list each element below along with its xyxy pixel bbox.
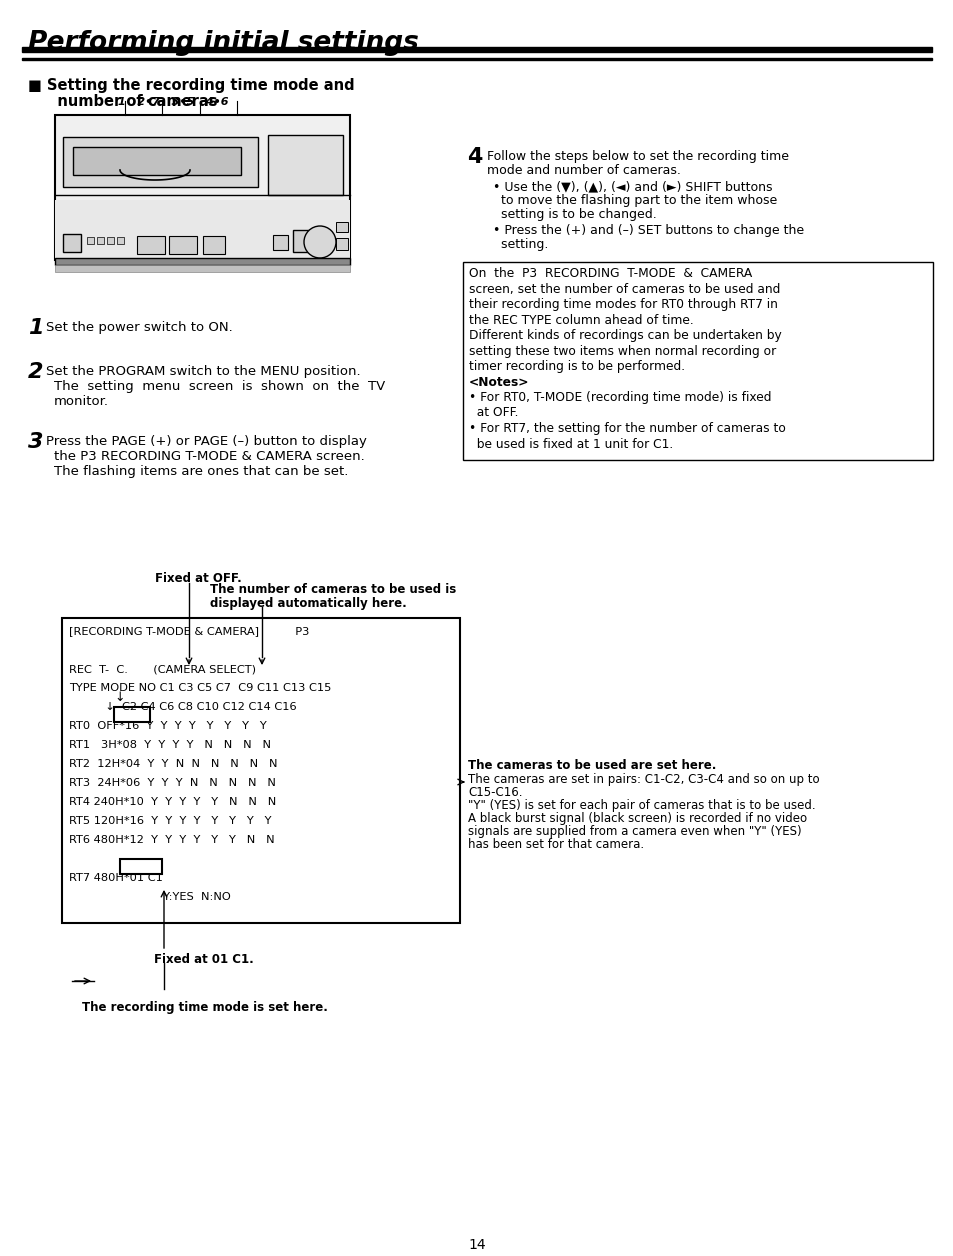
Text: "Y" (YES) is set for each pair of cameras that is to be used.: "Y" (YES) is set for each pair of camera… (468, 799, 815, 811)
Text: ↓: ↓ (113, 691, 125, 705)
Text: Follow the steps below to set the recording time: Follow the steps below to set the record… (486, 149, 788, 163)
Bar (97, 237, 104, 244)
Bar (55, 116, 350, 260)
Circle shape (304, 226, 335, 257)
Bar (107, 237, 113, 244)
Text: be used is fixed at 1 unit for C1.: be used is fixed at 1 unit for C1. (469, 437, 673, 451)
Text: Fixed at OFF.: Fixed at OFF. (154, 571, 241, 585)
Text: monitor.: monitor. (54, 394, 109, 408)
Text: Set the power switch to ON.: Set the power switch to ON. (46, 322, 233, 334)
Text: Press the PAGE (+) or PAGE (–) button to display: Press the PAGE (+) or PAGE (–) button to… (46, 435, 367, 448)
Bar (63, 234, 81, 252)
Text: [RECORDING T-MODE & CAMERA]          P3: [RECORDING T-MODE & CAMERA] P3 (69, 625, 309, 636)
Bar (113, 707, 150, 722)
Text: has been set for that camera.: has been set for that camera. (468, 838, 643, 852)
Bar (22, 46, 931, 51)
Bar (335, 237, 348, 250)
Text: Set the PROGRAM switch to the MENU position.: Set the PROGRAM switch to the MENU posit… (46, 365, 360, 378)
Bar (55, 200, 350, 260)
Text: • For RT0, T-MODE (recording time mode) is fixed: • For RT0, T-MODE (recording time mode) … (469, 391, 771, 404)
Text: C15-C16.: C15-C16. (468, 786, 522, 799)
Text: A black burst signal (black screen) is recorded if no video: A black burst signal (black screen) is r… (468, 811, 806, 825)
Text: 2: 2 (28, 362, 44, 382)
Bar (137, 236, 165, 254)
Bar (55, 257, 350, 265)
Text: ↓  C2 C4 C6 C8 C10 C12 C14 C16: ↓ C2 C4 C6 C8 C10 C12 C14 C16 (69, 702, 296, 712)
Text: RT7 480H*01 C1: RT7 480H*01 C1 (69, 873, 163, 883)
Text: The recording time mode is set here.: The recording time mode is set here. (82, 1001, 328, 1014)
Text: their recording time modes for RT0 through RT7 in: their recording time modes for RT0 throu… (469, 298, 777, 311)
Text: 1: 1 (28, 318, 44, 338)
Bar (87, 237, 94, 244)
Text: RT4 240H*10  Y  Y  Y  Y   Y   N   N   N: RT4 240H*10 Y Y Y Y Y N N N (69, 798, 276, 808)
Bar (169, 236, 196, 254)
Bar (120, 859, 162, 874)
Bar (462, 263, 932, 460)
Text: Y:YES  N:NO: Y:YES N:NO (69, 892, 231, 902)
Text: setting is to be changed.: setting is to be changed. (493, 208, 656, 221)
Text: RT1   3H*08  Y  Y  Y  Y   N   N   N   N: RT1 3H*08 Y Y Y Y N N N N (69, 740, 271, 750)
Bar (203, 236, 225, 254)
Text: setting.: setting. (493, 237, 548, 251)
Text: the REC TYPE column ahead of time.: the REC TYPE column ahead of time. (469, 314, 693, 327)
Text: screen, set the number of cameras to be used and: screen, set the number of cameras to be … (469, 283, 780, 295)
Bar (62, 618, 459, 923)
Text: RT6 480H*12  Y  Y  Y  Y   Y   Y   N   N: RT6 480H*12 Y Y Y Y Y Y N N (69, 835, 274, 845)
Text: RT5 120H*16  Y  Y  Y  Y   Y   Y   Y   Y: RT5 120H*16 Y Y Y Y Y Y Y Y (69, 816, 272, 826)
Text: The flashing items are ones that can be set.: The flashing items are ones that can be … (54, 465, 348, 479)
Text: mode and number of cameras.: mode and number of cameras. (486, 165, 680, 177)
Text: ■ Setting the recording time mode and: ■ Setting the recording time mode and (28, 78, 355, 93)
Text: REC  T-  C.       (CAMERA SELECT): REC T- C. (CAMERA SELECT) (69, 664, 255, 674)
Text: RT3  24H*06  Y  Y  Y  N   N   N   N   N: RT3 24H*06 Y Y Y N N N N N (69, 777, 275, 788)
Text: 4: 4 (467, 147, 482, 167)
Text: <Notes>: <Notes> (469, 376, 529, 388)
Text: RT0  OFF*16  Y  Y  Y  Y   Y   Y   Y   Y: RT0 OFF*16 Y Y Y Y Y Y Y Y (69, 721, 267, 731)
Text: displayed automatically here.: displayed automatically here. (210, 597, 406, 610)
Text: RT2  12H*04  Y  Y  N  N   N   N   N   N: RT2 12H*04 Y Y N N N N N N (69, 759, 277, 769)
Text: • Press the (+) and (–) SET buttons to change the: • Press the (+) and (–) SET buttons to c… (493, 224, 803, 237)
Text: timer recording is to be performed.: timer recording is to be performed. (469, 360, 684, 373)
Text: The cameras to be used are set here.: The cameras to be used are set here. (468, 759, 716, 772)
Bar (22, 58, 931, 60)
Text: the P3 RECORDING T-MODE & CAMERA screen.: the P3 RECORDING T-MODE & CAMERA screen. (54, 450, 364, 463)
Bar (63, 137, 257, 187)
Text: • Use the (▼), (▲), (◄) and (►) SHIFT buttons: • Use the (▼), (▲), (◄) and (►) SHIFT bu… (493, 180, 772, 193)
Bar (335, 222, 348, 232)
Text: at OFF.: at OFF. (469, 407, 518, 420)
Text: The cameras are set in pairs: C1-C2, C3-C4 and so on up to: The cameras are set in pairs: C1-C2, C3-… (468, 772, 819, 786)
Text: The  setting  menu  screen  is  shown  on  the  TV: The setting menu screen is shown on the … (54, 381, 385, 393)
Text: 1   2•7   3•5   4•6: 1 2•7 3•5 4•6 (118, 97, 229, 107)
Bar (117, 237, 124, 244)
Text: On  the  P3  RECORDING  T-MODE  &  CAMERA: On the P3 RECORDING T-MODE & CAMERA (469, 268, 752, 280)
Bar (273, 235, 288, 250)
Text: setting these two items when normal recording or: setting these two items when normal reco… (469, 344, 776, 358)
Text: Performing initial settings: Performing initial settings (28, 30, 418, 57)
Bar (293, 230, 323, 252)
Text: number of cameras: number of cameras (42, 94, 217, 109)
Text: Different kinds of recordings can be undertaken by: Different kinds of recordings can be und… (469, 329, 781, 342)
Text: to move the flashing part to the item whose: to move the flashing part to the item wh… (493, 193, 777, 207)
Text: Fixed at 01 C1.: Fixed at 01 C1. (153, 953, 253, 966)
Text: signals are supplied from a camera even when "Y" (YES): signals are supplied from a camera even … (468, 825, 801, 838)
Text: TYPE MODE NO C1 C3 C5 C7  C9 C11 C13 C15: TYPE MODE NO C1 C3 C5 C7 C9 C11 C13 C15 (69, 683, 331, 693)
Bar (268, 134, 343, 195)
Text: • For RT7, the setting for the number of cameras to: • For RT7, the setting for the number of… (469, 422, 785, 435)
Text: 3: 3 (28, 432, 44, 452)
Text: The number of cameras to be used is: The number of cameras to be used is (210, 583, 456, 597)
Bar (73, 147, 241, 175)
Text: 14: 14 (468, 1238, 485, 1252)
Bar (55, 265, 350, 273)
